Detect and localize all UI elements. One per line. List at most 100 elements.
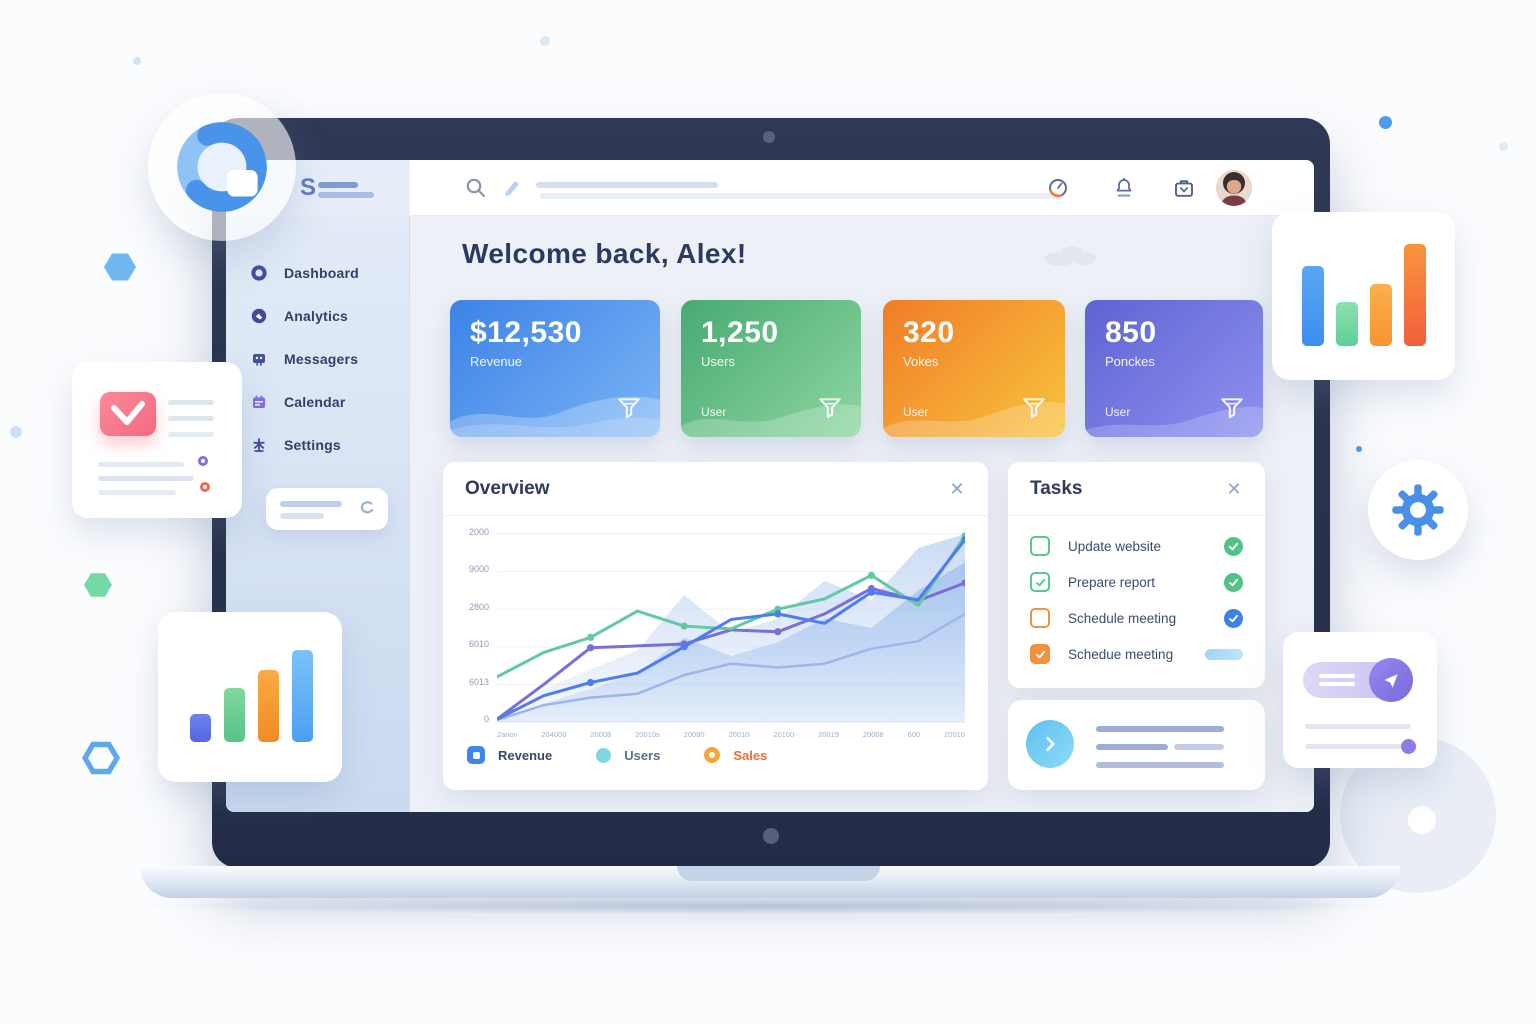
camera-dot-icon [763, 131, 775, 143]
app-logo: S [300, 174, 317, 201]
stat-footer: User [701, 405, 727, 419]
paper-plane-button [1369, 658, 1413, 702]
decor-dot [1499, 142, 1508, 151]
stat-card-revenue[interactable]: $12,530 Revenue [450, 300, 660, 437]
main-content: Welcome back, Alex! $12,530 Revenue [410, 216, 1314, 812]
status-check-icon [1224, 608, 1243, 628]
pie-chart-icon [177, 122, 267, 212]
wave-decoration [1085, 406, 1263, 437]
funnel-icon [819, 398, 841, 419]
search-icon[interactable] [464, 176, 488, 200]
bar-chart-card-left [158, 612, 342, 782]
stat-value: $12,530 [470, 316, 582, 349]
task-row-schedule-meeting[interactable]: Schedule meeting [1030, 606, 1243, 630]
sidebar-item-calendar[interactable]: Calendar [226, 385, 409, 419]
sidebar-item-label: Calendar [284, 394, 346, 410]
y-tick-label: 6013 [468, 676, 489, 687]
task-row-schedue-meeting[interactable]: Schedue meeting [1030, 642, 1243, 666]
x-tick-label: 20010 [728, 730, 750, 739]
close-icon[interactable]: ✕ [949, 479, 965, 499]
overview-title: Overview [465, 478, 550, 499]
dashboard-icon [251, 265, 267, 281]
legend-item-users[interactable]: Users [596, 747, 661, 763]
x-tick-label: 20019 [818, 730, 839, 739]
x-axis: 2anov 204000 20008 20010s 20080 20010 20100 200… [497, 730, 965, 739]
calendar-icon [253, 395, 265, 408]
x-tick-label: 20008 [590, 730, 612, 739]
stat-value: 850 [1105, 316, 1157, 349]
briefcase-icon[interactable] [1172, 176, 1196, 200]
sidebar-item-label: Settings [284, 437, 341, 453]
decor-hexagon-outline [82, 741, 120, 775]
sidebar-item-analytics[interactable]: Analytics [226, 299, 409, 333]
stat-card-ponckes[interactable]: 850 Ponckes User [1085, 300, 1263, 437]
shortcut-card[interactable] [1008, 700, 1265, 790]
funnel-icon [1221, 398, 1243, 419]
x-tick-label: 204000 [541, 730, 567, 739]
checkbox-checked[interactable] [1030, 572, 1050, 592]
checkbox-checked[interactable] [1030, 644, 1050, 664]
x-tick-label: 20010s [635, 730, 660, 739]
search-placeholder-line [540, 193, 1060, 199]
decor-dot [10, 426, 22, 438]
logo-line [318, 192, 374, 198]
y-tick-label: 0 [483, 713, 489, 724]
paper-plane-icon [1384, 674, 1398, 688]
sidebar-promo-card[interactable] [266, 488, 388, 530]
overview-panel: Overview ✕ 2000 9000 2800 6010 6013 0 [443, 462, 988, 790]
stat-label: Vokes [903, 354, 939, 369]
users-legend-icon [596, 747, 612, 763]
stat-value: 320 [903, 316, 955, 349]
legend-label: Users [624, 747, 661, 763]
pencil-icon[interactable] [502, 176, 526, 200]
tasks-panel: Tasks ✕ Update website Pr [1008, 462, 1265, 688]
task-row-prepare-report[interactable]: Prepare report [1030, 570, 1243, 594]
avatar[interactable] [1216, 170, 1252, 206]
x-tick-label: 20080 [683, 730, 705, 739]
undo-icon [360, 501, 374, 514]
stat-card-vokes[interactable]: 320 Vokes User [883, 300, 1065, 437]
revenue-legend-icon [467, 746, 485, 764]
legend-item-sales[interactable]: Sales [704, 747, 767, 763]
decor-dot [1356, 446, 1362, 452]
mail-widget-card [72, 362, 242, 518]
stat-value: 1,250 [701, 316, 779, 349]
screen: S [226, 160, 1314, 812]
laptop-base [140, 866, 1400, 898]
sidebar: Dashboard Analytics [226, 216, 410, 812]
y-tick-label: 6010 [468, 639, 489, 650]
bell-icon[interactable] [1112, 176, 1136, 200]
wave-decoration [681, 404, 861, 437]
bar-chart-card-right [1272, 212, 1455, 380]
status-check-icon [1224, 536, 1243, 556]
overview-chart [497, 532, 965, 723]
y-tick-label: 2000 [468, 527, 489, 537]
close-icon[interactable]: ✕ [1226, 479, 1242, 499]
sidebar-item-messagers[interactable]: Messagers [226, 342, 409, 376]
home-button [763, 828, 779, 844]
legend-item-revenue[interactable]: Revenue [467, 746, 552, 764]
slider-handle[interactable] [1401, 739, 1416, 754]
stat-label: Users [701, 354, 735, 369]
gear-icon [1392, 484, 1444, 536]
legend-label: Revenue [498, 747, 553, 763]
task-row-update-website[interactable]: Update website [1030, 534, 1243, 558]
orange-ring-icon [200, 482, 210, 492]
checkbox-unchecked[interactable] [1030, 608, 1050, 628]
search-input[interactable] [536, 182, 718, 188]
timer-icon[interactable] [1046, 176, 1070, 200]
stat-card-users[interactable]: 1,250 Users User [681, 300, 861, 437]
decor-dot [540, 36, 550, 46]
pie-chart-badge [148, 93, 296, 241]
bar-chart-icon [1302, 266, 1324, 346]
x-tick-label: 600 [907, 730, 921, 739]
chevron-right-button[interactable] [1026, 720, 1074, 768]
bar-chart-icon [190, 714, 211, 742]
task-label: Schedule meeting [1068, 610, 1177, 626]
checkbox-unchecked[interactable] [1030, 536, 1050, 556]
sidebar-item-dashboard[interactable]: Dashboard [226, 256, 409, 290]
sidebar-item-settings[interactable]: Settings [226, 428, 409, 462]
sidebar-item-label: Messagers [284, 351, 359, 367]
purple-ring-icon [198, 456, 208, 466]
y-axis: 2000 9000 2800 6010 6013 0 [455, 528, 489, 724]
